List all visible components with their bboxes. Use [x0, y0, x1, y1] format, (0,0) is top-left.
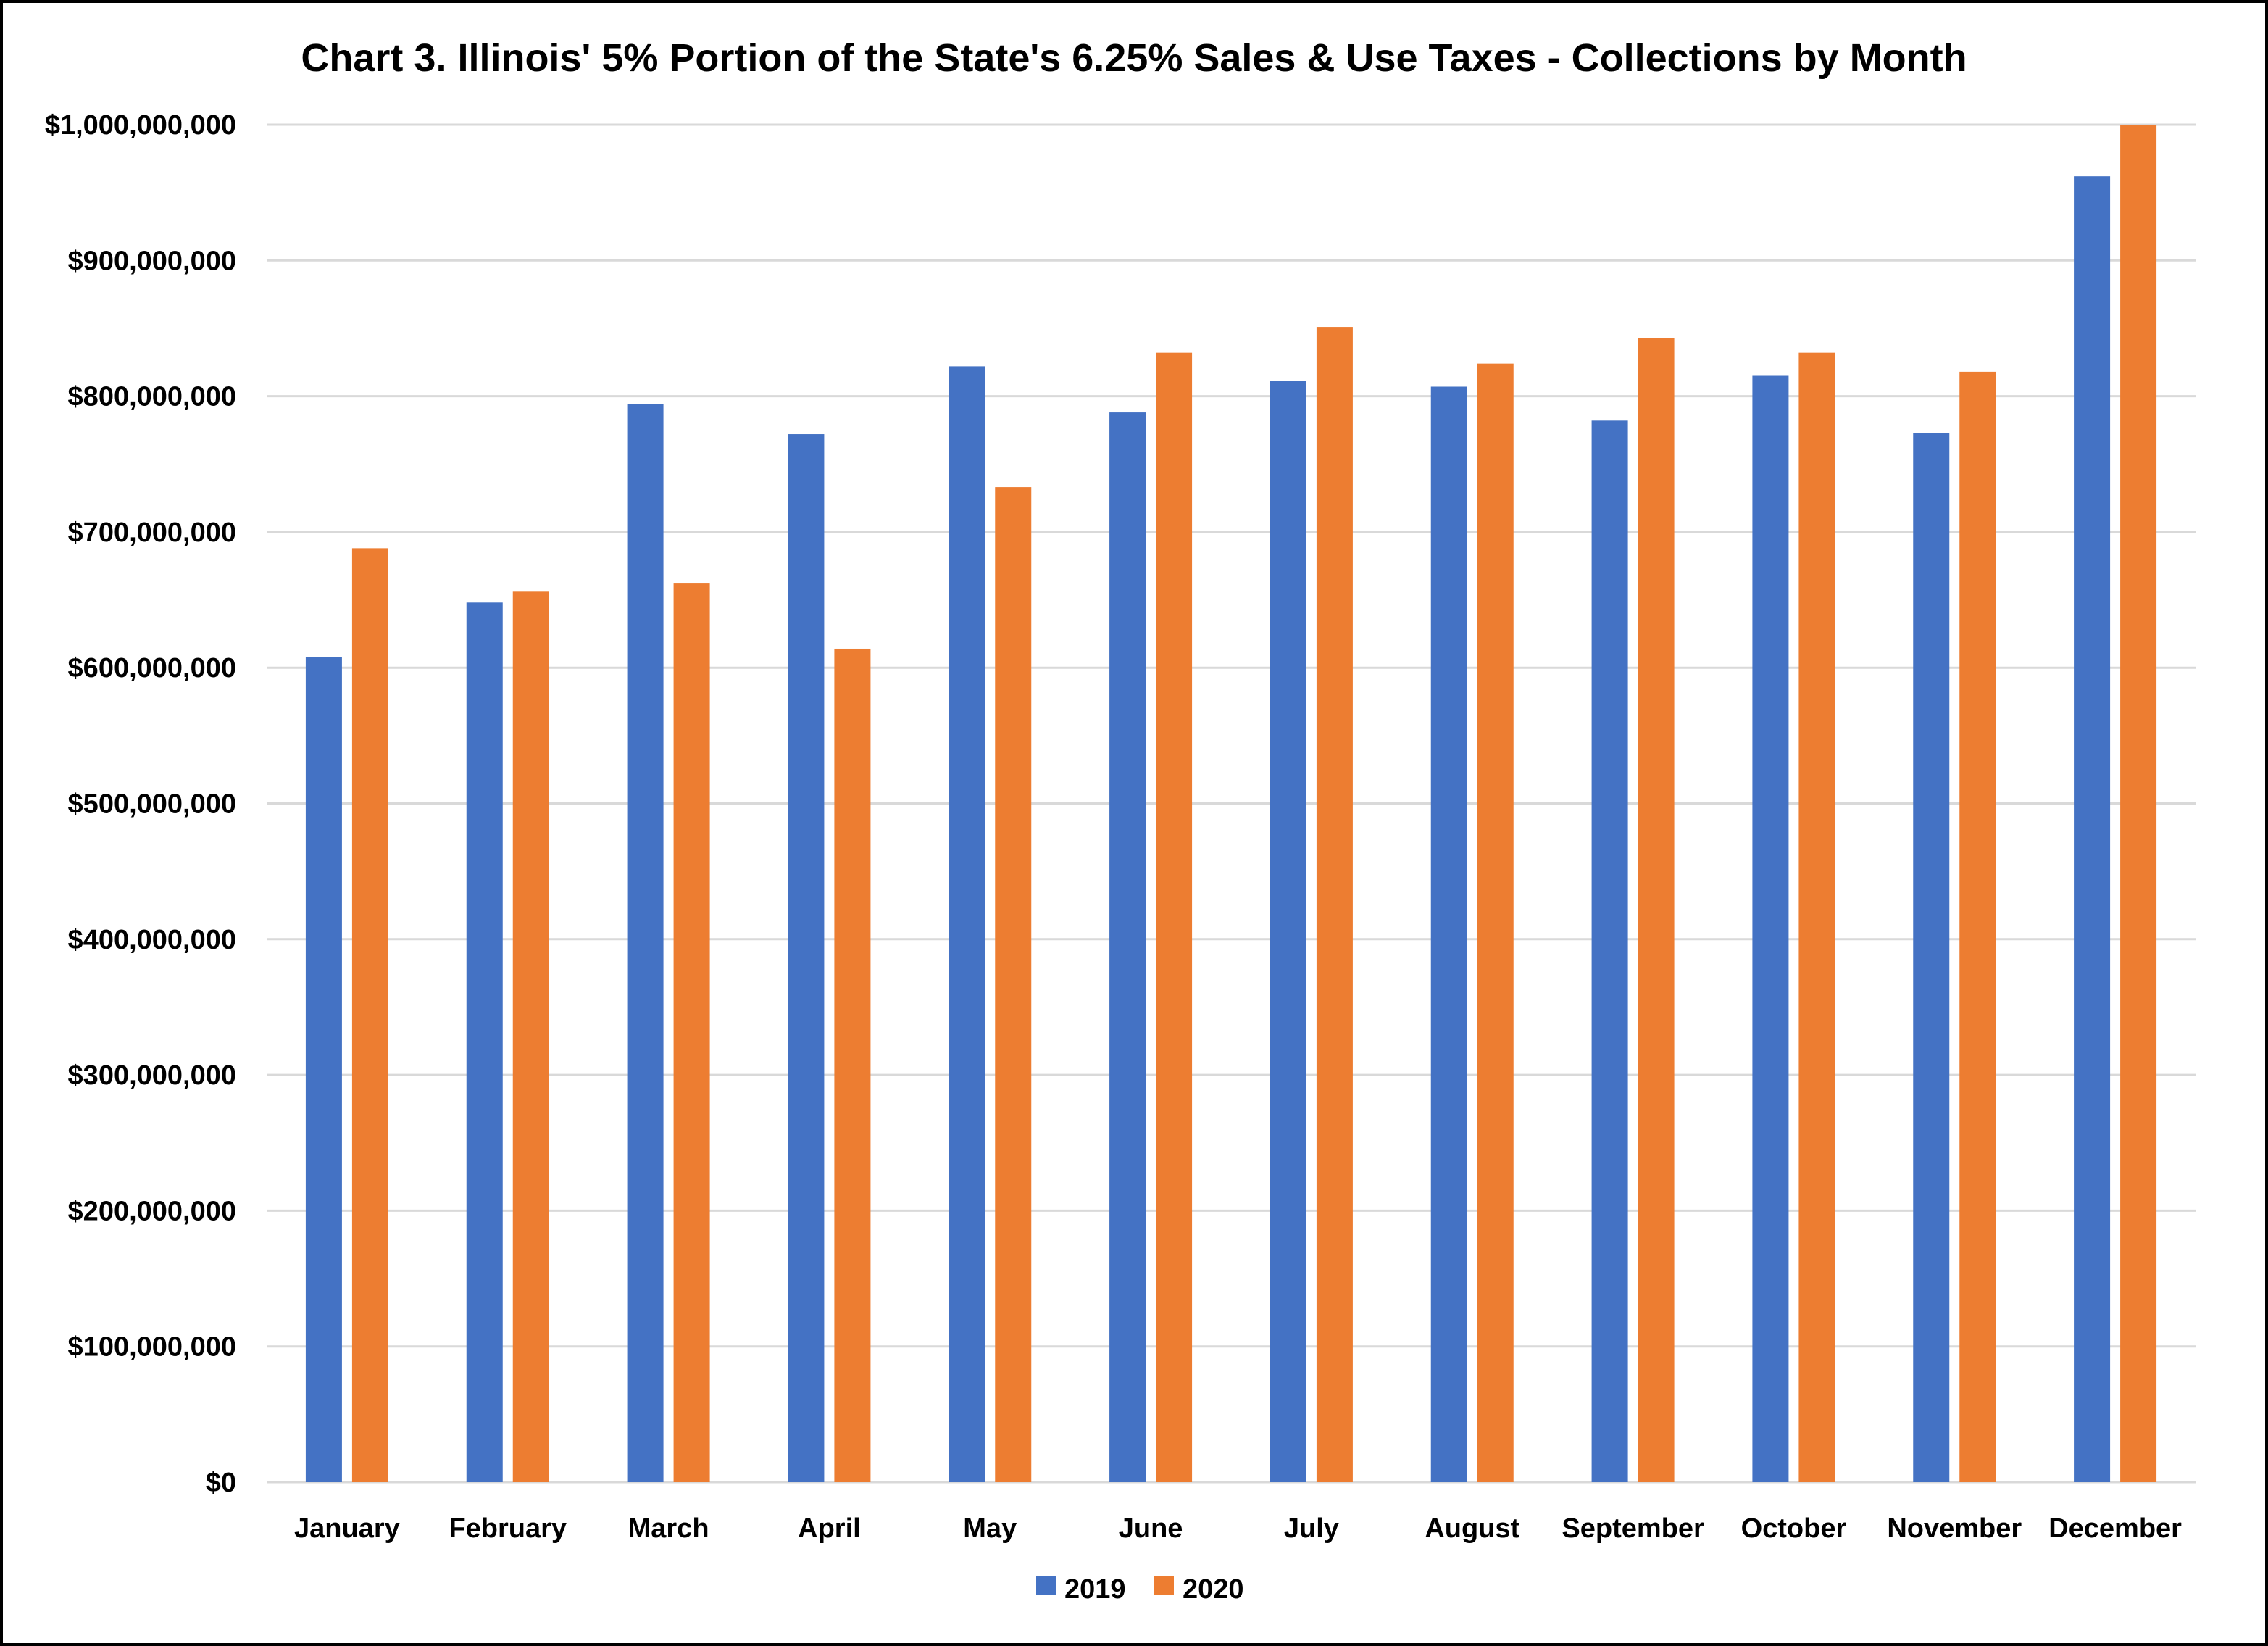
legend-swatch-2019 — [1036, 1576, 1056, 1595]
bar-2019-april — [788, 434, 825, 1483]
y-tick-label: $0 — [206, 1468, 236, 1498]
y-tick-label: $500,000,000 — [68, 789, 236, 820]
bar-2019-march — [627, 404, 664, 1482]
y-tick-label: $900,000,000 — [68, 246, 236, 276]
bar-2019-may — [949, 366, 985, 1482]
bar-2020-march — [673, 583, 710, 1482]
y-tick-label: $800,000,000 — [68, 382, 236, 412]
bar-2020-october — [1798, 352, 1835, 1482]
bar-2019-june — [1109, 412, 1146, 1483]
x-tick-label: March — [628, 1513, 709, 1544]
bar-2020-november — [1959, 371, 1996, 1482]
grid-layer — [267, 123, 2196, 1484]
y-tick-label: $200,000,000 — [68, 1196, 236, 1226]
legend: 2019 2020 — [1036, 1574, 1244, 1605]
y-tick-label: $400,000,000 — [68, 925, 236, 955]
x-tick-label: December — [2048, 1513, 2182, 1544]
chart-title: Chart 3. Illinois' 5% Portion of the Sta… — [301, 36, 1967, 80]
bar-2019-december — [2074, 176, 2111, 1483]
bar-2020-december — [2120, 125, 2157, 1482]
legend-label-2019: 2019 — [1064, 1574, 1126, 1605]
x-tick-label: September — [1562, 1513, 1704, 1544]
bar-2019-september — [1591, 420, 1628, 1483]
bar-2019-january — [305, 657, 342, 1482]
bar-2019-november — [1913, 433, 1950, 1482]
x-tick-label: January — [294, 1513, 400, 1544]
bar-2020-february — [512, 591, 549, 1482]
bar-2019-february — [466, 602, 503, 1482]
bar-2020-january — [351, 548, 388, 1482]
bar-2020-june — [1156, 352, 1193, 1482]
x-tick-label: May — [963, 1513, 1017, 1544]
bar-2020-september — [1638, 338, 1675, 1482]
legend-label-2020: 2020 — [1183, 1574, 1244, 1605]
y-tick-label: $1,000,000,000 — [45, 110, 236, 141]
x-tick-label: July — [1284, 1513, 1339, 1544]
bar-2019-october — [1752, 375, 1789, 1482]
bar-2020-august — [1477, 363, 1514, 1483]
y-tick-label: $700,000,000 — [68, 518, 236, 548]
x-tick-label: June — [1119, 1513, 1183, 1544]
bar-2019-july — [1270, 381, 1306, 1482]
x-tick-label: April — [798, 1513, 861, 1544]
x-tick-label: November — [1887, 1513, 2022, 1544]
y-tick-label: $600,000,000 — [68, 653, 236, 683]
chart-svg: Chart 3. Illinois' 5% Portion of the Sta… — [45, 36, 2196, 1605]
x-tick-label: October — [1741, 1513, 1847, 1544]
bar-2020-april — [834, 648, 871, 1482]
y-axis-tick-labels: $0 $100,000,000 $200,000,000 $300,000,000 $4… — [45, 110, 236, 1498]
bar-layer — [305, 125, 2157, 1483]
y-tick-label: $100,000,000 — [68, 1332, 236, 1363]
y-tick-label: $300,000,000 — [68, 1060, 236, 1091]
x-axis-tick-labels: January February March April May June July Augu… — [294, 1513, 2182, 1544]
bar-2019-august — [1430, 386, 1467, 1482]
x-tick-label: August — [1425, 1513, 1519, 1544]
x-tick-label: February — [449, 1513, 567, 1544]
bar-2020-july — [1316, 327, 1353, 1482]
bar-2020-may — [995, 487, 1032, 1482]
legend-swatch-2020 — [1154, 1576, 1174, 1595]
